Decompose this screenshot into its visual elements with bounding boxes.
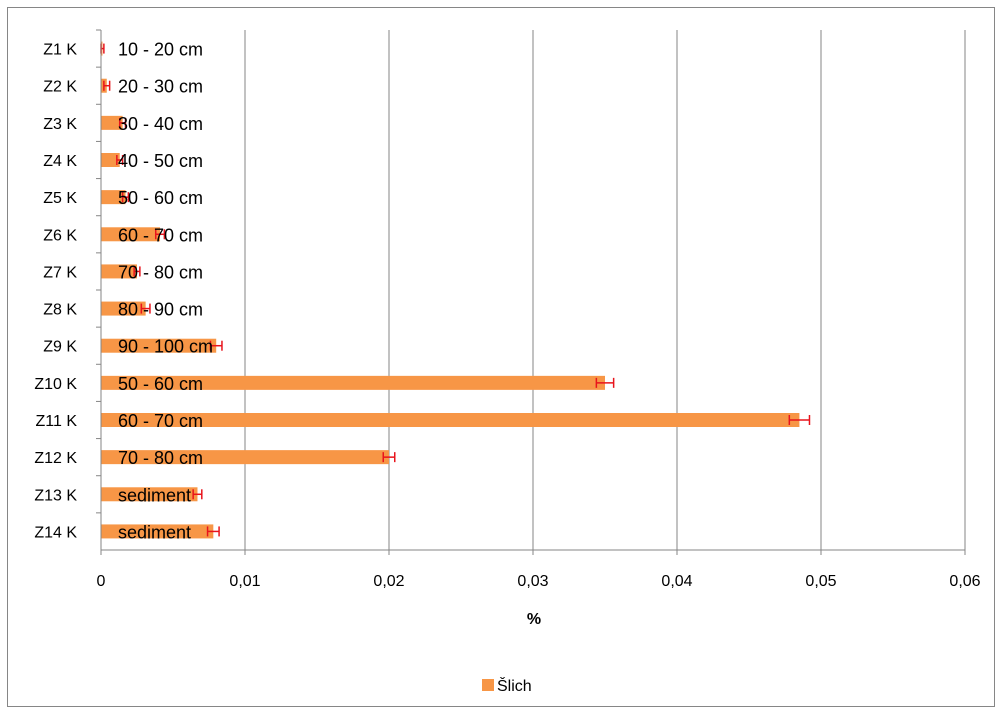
data-label: 30 - 40 cm [118,114,203,134]
category-labels: Z1 K Z2 K Z3 K Z4 K Z5 K Z6 K Z7 K Z8 K Z9 K Z10 … [34,42,77,542]
bar [101,524,214,539]
category-label: Z14 K [34,524,77,541]
category-label: Z11 K [36,413,78,430]
bar [101,450,389,465]
bar [101,301,146,316]
x-tick-label: 0,03 [517,573,548,590]
category-label: Z12 K [34,450,77,467]
data-label: 60 - 70 cm [118,225,203,245]
x-tick-label: 0,04 [661,573,692,590]
data-label: sediment [118,485,191,505]
category-label: Z13 K [34,487,77,504]
bar [101,227,161,242]
error-bars [100,43,811,537]
bar [101,375,605,390]
chart: Z1 K Z2 K Z3 K Z4 K Z5 K Z6 K Z7 K Z8 K Z9 K Z10 … [34,29,981,695]
bar [101,115,123,130]
legend-label: Šlich [497,676,532,695]
bar [101,190,126,205]
bar [101,153,120,167]
error-bar [116,155,124,165]
data-label: sediment [118,522,191,542]
error-bar [788,415,811,425]
x-tick-label: 0,06 [949,573,980,590]
x-tick-labels: 0 0,01 0,02 0,03 0,04 0,05 0,06 [97,573,981,590]
category-label: Z5 K [43,190,77,207]
data-label: 20 - 30 cm [118,77,203,97]
error-bar [192,489,203,500]
category-label: Z1 K [43,42,77,59]
x-tick-label: 0,02 [373,573,404,590]
data-label: 40 - 50 cm [118,151,203,171]
data-label: 70 - 80 cm [118,448,203,468]
error-bar [206,526,220,537]
error-bar [121,192,130,203]
category-label: Z3 K [43,116,77,133]
x-tick-label: 0,05 [805,573,836,590]
data-label: 60 - 70 cm [118,411,203,431]
error-bar [209,340,223,351]
error-bar [595,377,615,388]
error-bar [154,229,166,240]
x-tick-label: 0,01 [229,573,260,590]
bar [101,338,217,353]
category-label: Z10 K [34,376,77,393]
error-bar [140,303,151,314]
category-label: Z8 K [43,302,77,319]
data-labels: 10 - 20 cm 20 - 30 cm 30 - 40 cm 40 - 50 cm… [118,40,213,543]
bar [101,413,800,427]
category-label: Z4 K [43,153,77,170]
bar [101,487,198,502]
error-bar [103,80,111,91]
gridlines [244,30,966,550]
error-bar [118,117,127,128]
data-label: 80 - 90 cm [118,300,203,320]
data-label: 50 - 60 cm [118,188,203,208]
error-bar [382,452,396,463]
data-label: 10 - 20 cm [118,40,203,60]
legend: Šlich [482,676,532,695]
axes [96,29,966,555]
error-bar [133,266,141,277]
x-tick-label: 0 [97,573,106,590]
data-label: 50 - 60 cm [118,374,203,394]
bars [101,41,800,539]
legend-swatch [482,679,494,691]
data-label: 70 - 80 cm [118,262,203,282]
x-axis-title: % [527,611,541,628]
category-label: Z9 K [43,339,77,356]
category-label: Z6 K [43,227,77,244]
category-label: Z2 K [43,79,77,96]
data-label: 90 - 100 cm [118,337,213,357]
category-label: Z7 K [43,264,77,281]
bar [101,264,137,279]
chart-frame: Z1 K Z2 K Z3 K Z4 K Z5 K Z6 K Z7 K Z8 K Z9 K Z10 … [7,7,995,707]
